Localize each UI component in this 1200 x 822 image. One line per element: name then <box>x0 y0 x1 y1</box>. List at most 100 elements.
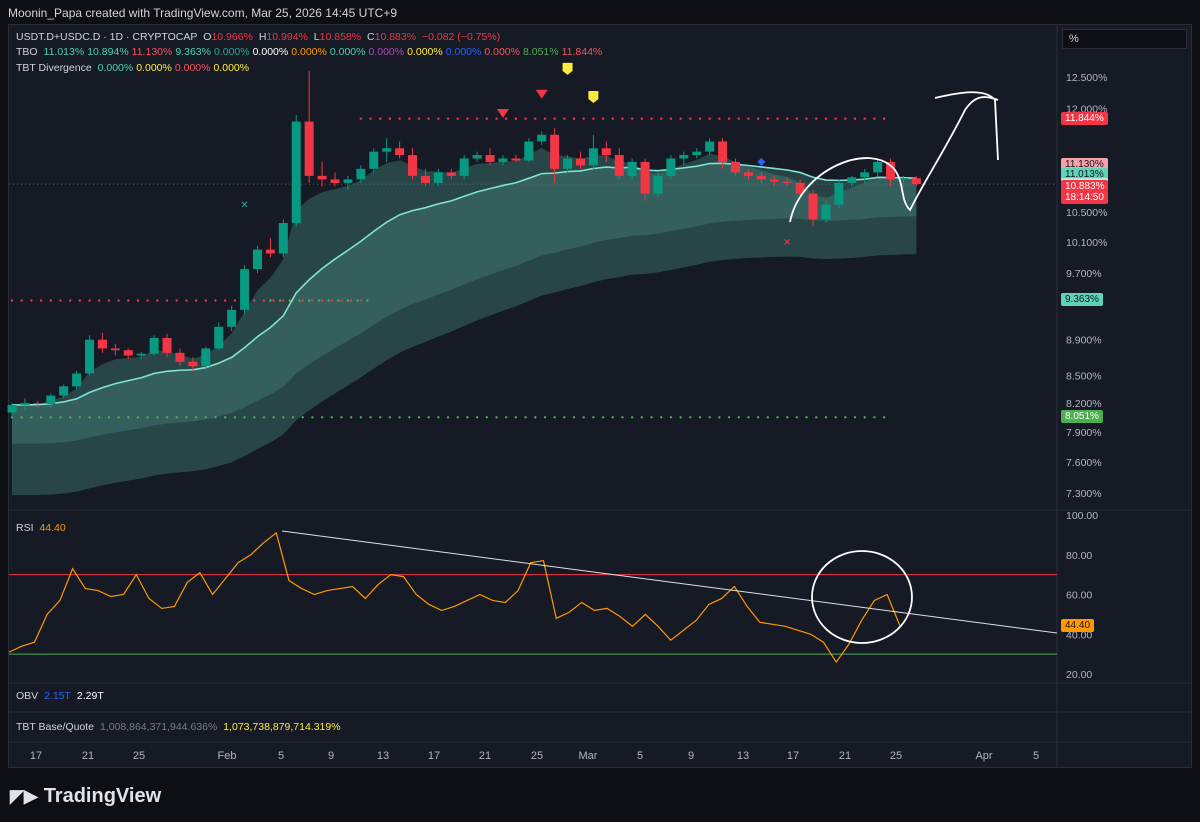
time-axis-label: 13 <box>377 750 389 762</box>
candle-body <box>614 155 624 176</box>
candle-body <box>188 361 198 367</box>
support-dot <box>356 299 359 302</box>
price-tag: 10.883% <box>1061 180 1109 194</box>
support-dot <box>437 416 440 419</box>
resistance-dot <box>601 117 605 120</box>
candle-body <box>782 181 792 183</box>
candle-body <box>743 172 753 176</box>
candle-body <box>860 172 870 178</box>
warning-flag-icon <box>588 90 599 103</box>
rsi-legend[interactable]: RSI 44.40 <box>16 522 69 534</box>
rsi-axis-label: 20.00 <box>1066 669 1092 681</box>
support-dot <box>78 416 82 419</box>
support-dot <box>288 299 291 302</box>
resistance-dot <box>117 299 120 302</box>
resistance-dot <box>669 117 673 120</box>
symbol-name[interactable]: USDT.D+USDC.D · 1D · CRYPTOCAP <box>16 31 198 43</box>
low-value: 10.858% <box>319 31 362 43</box>
resistance-dot <box>621 117 624 120</box>
candle-body <box>433 172 443 183</box>
time-axis-label: 25 <box>531 750 543 762</box>
support-dot <box>59 416 62 419</box>
support-dot <box>737 416 740 419</box>
resistance-dot <box>127 299 130 302</box>
support-dot <box>466 416 469 419</box>
rsi-axis-label: 100.00 <box>1066 510 1098 522</box>
tbo-cloud-inner <box>12 163 917 444</box>
divergence-label[interactable]: TBT Divergence <box>16 62 92 74</box>
candle-body <box>847 177 857 183</box>
base-quote-legend[interactable]: TBT Base/Quote 1,008,864,371,944.636% 1,… <box>16 721 344 733</box>
divergence-value-1: 0.000% <box>97 62 134 74</box>
candle-body <box>33 403 43 405</box>
price-axis-label: 10.500% <box>1066 207 1107 219</box>
resistance-dot <box>873 117 876 120</box>
support-dot <box>446 416 450 419</box>
candle-body <box>136 353 146 356</box>
candle-body <box>123 350 133 356</box>
resistance-dot <box>253 299 256 302</box>
support-dot <box>756 416 760 419</box>
price-arrow-annotation <box>789 91 999 223</box>
resistance-dot <box>282 299 285 302</box>
time-axis-label: Mar <box>579 750 598 762</box>
resistance-dot <box>340 299 343 302</box>
resistance-dot <box>863 117 866 120</box>
resistance-dot <box>98 299 101 302</box>
candle-body <box>7 404 17 413</box>
support-dot <box>337 299 340 302</box>
resistance-dot <box>824 117 828 120</box>
base-quote-label[interactable]: TBT Base/Quote <box>16 721 95 733</box>
high-label: H <box>258 31 267 43</box>
candle-body <box>653 175 663 194</box>
search-input[interactable]: % <box>1062 29 1187 49</box>
rsi-legend-value: 44.40 <box>39 522 66 534</box>
open-label: O <box>203 31 212 43</box>
candle-body <box>498 158 508 162</box>
candle-body <box>382 148 392 152</box>
resistance-dot <box>495 117 498 120</box>
tbo-label[interactable]: TBO <box>16 46 38 58</box>
candle-body <box>201 348 211 367</box>
resistance-dot <box>524 117 527 120</box>
resistance-dot <box>766 117 770 120</box>
support-dot <box>243 416 246 419</box>
candle-body <box>304 121 314 176</box>
time-axis-label: 5 <box>1033 750 1039 762</box>
candle-body <box>756 175 766 180</box>
resistance-dot <box>786 117 789 120</box>
candle-body <box>420 175 430 183</box>
support-dot <box>698 416 702 419</box>
support-dot <box>621 416 624 419</box>
resistance-dot <box>543 117 547 120</box>
candle-body <box>97 339 107 349</box>
obv-value-1: 2.15T <box>44 690 71 702</box>
time-axis-label: Feb <box>218 750 237 762</box>
support-dot <box>359 416 363 419</box>
resistance-dot <box>660 117 663 120</box>
rsi-label[interactable]: RSI <box>16 522 34 534</box>
support-dot <box>185 416 188 419</box>
rsi-axis-label: 60.00 <box>1066 590 1092 602</box>
support-dot <box>766 416 770 419</box>
support-dot <box>88 416 91 419</box>
obv-label[interactable]: OBV <box>16 690 39 702</box>
resistance-dot <box>379 117 382 120</box>
candle-body <box>537 134 547 142</box>
candle-body <box>149 337 159 354</box>
base-quote-value-2: 1,073,738,879,714.319% <box>223 721 341 733</box>
candle-body <box>20 403 30 405</box>
resistance-dot <box>747 117 750 120</box>
support-dot <box>269 299 272 302</box>
divergence-legend[interactable]: TBT Divergence 0.000% 0.000% 0.000% 0.000% <box>16 62 252 74</box>
support-dot <box>727 416 731 419</box>
symbol-legend[interactable]: USDT.D+USDC.D · 1D · CRYPTOCAP O10.966% … <box>16 31 503 43</box>
support-dot <box>805 416 808 419</box>
time-axis-label: 25 <box>890 750 902 762</box>
resistance-dot <box>756 117 760 120</box>
tbo-legend[interactable]: TBO 11.013% 10.894% 11.130% 9.363% 0.000% 0.0… <box>16 46 605 58</box>
support-dot <box>20 416 23 419</box>
obv-legend[interactable]: OBV 2.15T 2.29T <box>16 690 107 702</box>
resistance-dot <box>175 299 178 302</box>
